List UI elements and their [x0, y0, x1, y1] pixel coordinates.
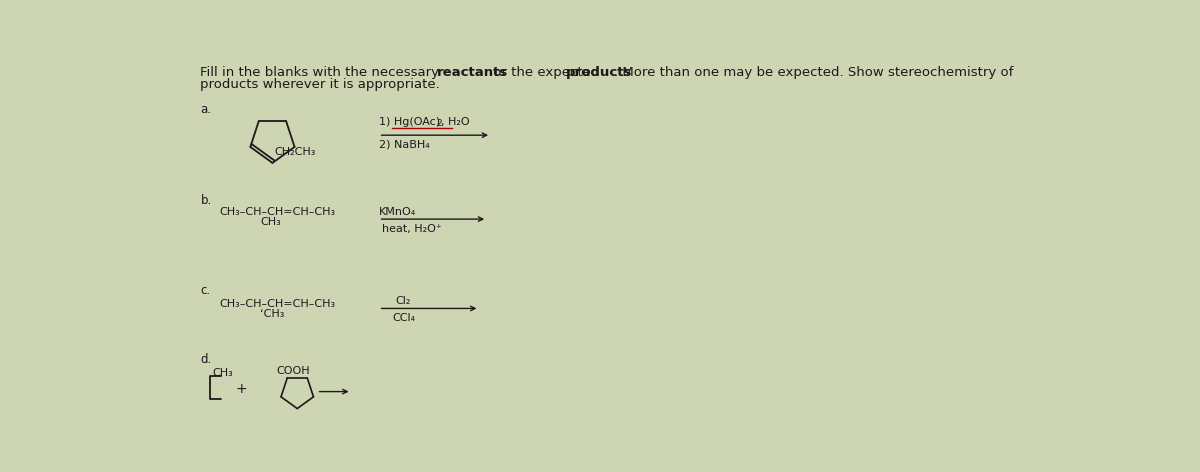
Text: d.: d.	[200, 353, 211, 366]
Text: ʻCH₃: ʻCH₃	[260, 309, 284, 319]
Text: COOH: COOH	[276, 366, 310, 376]
Text: 1) Hg(OAc): 1) Hg(OAc)	[379, 117, 439, 126]
Text: CCl₄: CCl₄	[392, 313, 415, 323]
Text: , H₂O: , H₂O	[442, 117, 470, 126]
Text: CH₃–CH–CH=CH–CH₃: CH₃–CH–CH=CH–CH₃	[220, 207, 336, 217]
Text: Cl₂: Cl₂	[396, 296, 412, 306]
Text: 2) NaBH₄: 2) NaBH₄	[379, 140, 430, 150]
Text: 2: 2	[436, 119, 442, 128]
Text: +: +	[235, 381, 247, 396]
Text: reactants: reactants	[437, 66, 508, 79]
Text: CH₃: CH₃	[260, 217, 281, 227]
Text: CH₂CH₃: CH₂CH₃	[275, 147, 316, 157]
Text: products wherever it is appropriate.: products wherever it is appropriate.	[200, 78, 440, 91]
Text: CH₃–CH–CH=CH–CH₃: CH₃–CH–CH=CH–CH₃	[220, 299, 336, 309]
Text: or the expected: or the expected	[488, 66, 604, 79]
Text: a.: a.	[200, 103, 211, 116]
Text: c.: c.	[200, 284, 210, 297]
Text: Fill in the blanks with the necessary: Fill in the blanks with the necessary	[200, 66, 444, 79]
Text: CH₃: CH₃	[212, 369, 233, 379]
Text: . More than one may be expected. Show stereochemistry of: . More than one may be expected. Show st…	[614, 66, 1014, 79]
Text: KMnO₄: KMnO₄	[379, 207, 416, 217]
Text: b.: b.	[200, 194, 211, 207]
Text: products: products	[566, 66, 632, 79]
Text: heat, H₂O⁺: heat, H₂O⁺	[383, 224, 443, 234]
